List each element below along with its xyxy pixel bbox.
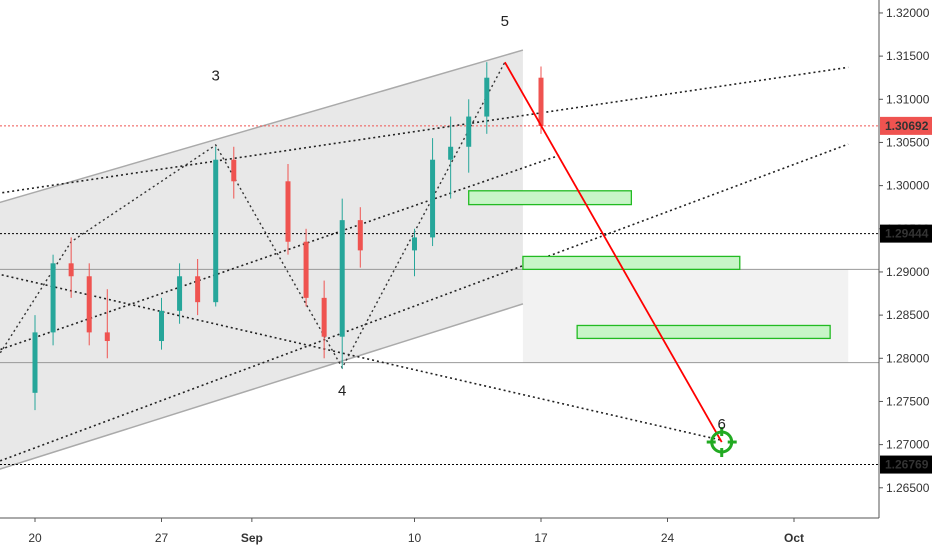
target-zone-box xyxy=(576,324,831,340)
candle-body xyxy=(285,181,291,242)
candle-body xyxy=(177,276,183,311)
y-tick-label: 1.26500 xyxy=(886,481,930,495)
x-tick-label: 20 xyxy=(28,531,42,545)
trendline-dotted xyxy=(0,154,560,351)
candle-body xyxy=(466,116,472,147)
projection-line xyxy=(504,61,723,443)
target-zone-box xyxy=(468,190,633,206)
y-tick-label: 1.28500 xyxy=(886,308,930,322)
candle-body xyxy=(412,237,417,251)
wave-label: 4 xyxy=(338,382,346,399)
y-tick-label: 1.28000 xyxy=(886,351,930,365)
wave-label: 3 xyxy=(212,67,220,84)
candle-body xyxy=(50,263,56,333)
candle-body xyxy=(32,332,38,393)
candle-body xyxy=(430,159,436,238)
trendline-dotted xyxy=(0,66,849,194)
candle-body xyxy=(321,297,327,337)
y-tick-label: 1.29000 xyxy=(886,265,930,279)
target-zone-box xyxy=(522,255,741,271)
x-tick-label: 17 xyxy=(534,531,548,545)
x-tick-label: Oct xyxy=(784,531,804,545)
candle-body xyxy=(104,332,110,342)
wave-path xyxy=(0,61,506,370)
y-tick-label: 1.27000 xyxy=(886,438,930,452)
wave-label: 6 xyxy=(718,416,726,433)
x-tick-label: 27 xyxy=(155,531,169,545)
y-tick-label: 1.31500 xyxy=(886,49,930,63)
candle-body xyxy=(68,263,74,277)
candle-body xyxy=(339,220,345,337)
x-tick-label: 24 xyxy=(661,531,675,545)
candle-body xyxy=(357,220,363,251)
channel-upper-line xyxy=(0,49,524,204)
candle-body xyxy=(484,77,490,117)
x-tick-label: 10 xyxy=(408,531,422,545)
candle-body xyxy=(538,77,544,127)
price-tag-label: 1.30692 xyxy=(885,119,929,133)
y-tick-label: 1.30500 xyxy=(886,135,930,149)
candle-body xyxy=(159,310,164,342)
y-tick-label: 1.27500 xyxy=(886,394,930,408)
price-tag xyxy=(880,455,932,474)
candle-body xyxy=(303,241,309,298)
price-tag xyxy=(880,116,932,135)
candle-body xyxy=(195,276,201,303)
wave-label: 5 xyxy=(501,13,509,30)
zone-box xyxy=(522,269,849,363)
y-tick-label: 1.31000 xyxy=(886,92,930,106)
y-tick-label: 1.32000 xyxy=(886,6,930,20)
candle-body xyxy=(448,146,454,160)
price-tag-label: 1.26769 xyxy=(885,458,929,472)
candle-body xyxy=(86,276,92,333)
x-tick-label: Sep xyxy=(241,531,263,545)
candle-body xyxy=(231,159,237,182)
y-tick-label: 1.30000 xyxy=(886,179,930,193)
price-tag xyxy=(880,224,932,243)
price-tag-label: 1.29444 xyxy=(885,227,929,241)
candle-body xyxy=(213,159,219,303)
channel-fill xyxy=(0,50,523,470)
channel-lower-line xyxy=(0,303,524,470)
